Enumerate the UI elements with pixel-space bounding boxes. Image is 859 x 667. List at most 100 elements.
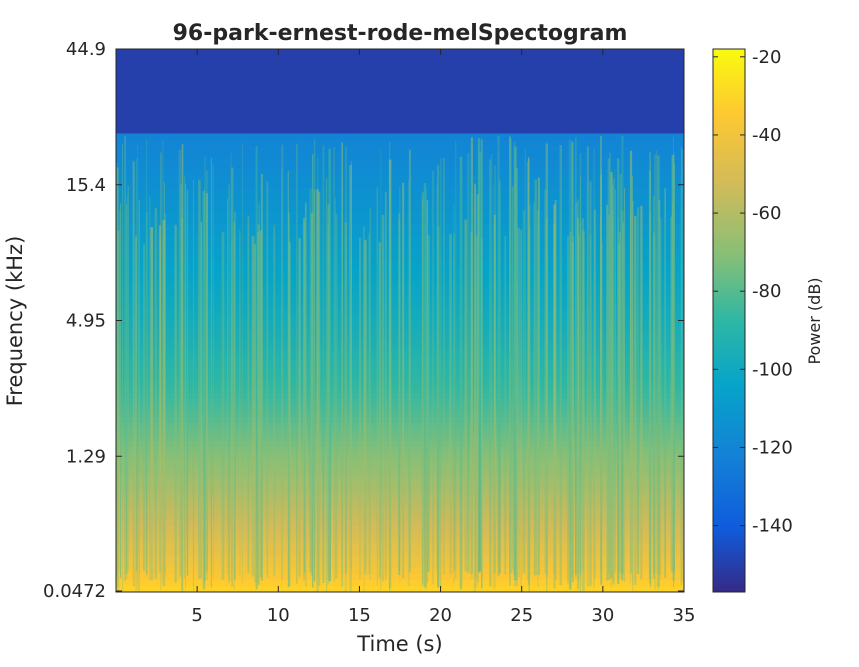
heatmap-streak xyxy=(489,159,491,587)
heatmap-band xyxy=(116,145,684,153)
heatmap-streak xyxy=(178,150,182,578)
heatmap-streak xyxy=(165,214,166,578)
heatmap-streak xyxy=(680,180,682,586)
heatmap-streak xyxy=(180,184,182,576)
heatmap-streak xyxy=(127,185,129,571)
heatmap-streak xyxy=(536,210,539,587)
heatmap-band xyxy=(116,103,684,110)
heatmap-streak xyxy=(610,171,613,578)
heatmap-streak xyxy=(608,214,611,573)
heatmap-streak xyxy=(124,136,127,581)
heatmap-streak xyxy=(317,191,321,587)
heatmap-streak xyxy=(274,223,276,577)
heatmap-band xyxy=(116,169,684,177)
heatmap-streak xyxy=(120,203,122,578)
heatmap-streak xyxy=(421,192,424,584)
heatmap-streak xyxy=(363,226,365,592)
heatmap-band xyxy=(116,157,684,165)
x-tick-label: 5 xyxy=(191,605,202,626)
heatmap-streak xyxy=(600,174,602,571)
heatmap-streak xyxy=(617,217,619,578)
heatmap-band xyxy=(116,55,684,62)
heatmap-streak xyxy=(344,222,348,592)
heatmap-streak xyxy=(660,218,662,579)
heatmap-streak xyxy=(341,211,343,573)
heatmap-band xyxy=(116,133,684,141)
x-tick-label: 35 xyxy=(673,605,696,626)
y-tick-label: 1.29 xyxy=(66,446,106,467)
heatmap-streak xyxy=(145,211,149,577)
heatmap-streak xyxy=(121,144,124,592)
heatmap-streak xyxy=(664,187,666,578)
heatmap-streak xyxy=(579,153,582,592)
heatmap-streak xyxy=(517,227,520,578)
heatmap-streak xyxy=(657,155,660,588)
heatmap-streak xyxy=(381,214,385,581)
heatmap-streak xyxy=(309,188,312,573)
heatmap-streak xyxy=(559,145,562,586)
heatmap-band xyxy=(116,193,684,201)
heatmap-streak xyxy=(528,205,531,577)
heatmap-streak xyxy=(509,138,512,574)
heatmap-streak xyxy=(313,139,316,582)
x-axis-label: Time (s) xyxy=(356,632,442,656)
heatmap-band xyxy=(116,49,684,56)
heatmap-streak xyxy=(116,162,118,577)
heatmap-streak xyxy=(656,150,658,574)
heatmap-streak xyxy=(534,179,537,576)
heatmap-streak xyxy=(436,183,438,573)
heatmap-streak xyxy=(453,203,455,583)
x-tick-label: 30 xyxy=(591,605,614,626)
heatmap-streak xyxy=(181,144,184,592)
heatmap-streak xyxy=(281,144,284,580)
heatmap-streak xyxy=(475,185,477,580)
heatmap-streak xyxy=(266,181,269,578)
heatmap-streak xyxy=(526,161,529,581)
heatmap-streak xyxy=(322,145,325,584)
heatmap-streak xyxy=(571,142,573,577)
heatmap-band xyxy=(116,139,684,147)
heatmap-streak xyxy=(388,159,392,589)
heatmap-band xyxy=(116,79,684,86)
heatmap-band xyxy=(116,199,684,207)
heatmap-streak xyxy=(606,204,609,581)
heatmap-streak xyxy=(345,146,347,574)
heatmap-streak xyxy=(511,186,514,571)
heatmap-streak xyxy=(636,207,640,574)
heatmap-streak xyxy=(632,175,634,585)
heatmap-streak xyxy=(681,149,684,582)
spectrogram-heatmap xyxy=(116,49,684,592)
heatmap-streak xyxy=(443,158,445,575)
heatmap-streak xyxy=(247,216,250,574)
heatmap-streak xyxy=(432,170,434,585)
heatmap-streak xyxy=(241,142,243,584)
heatmap-streak xyxy=(256,231,260,584)
heatmap-streak xyxy=(359,237,361,580)
heatmap-streak xyxy=(162,220,166,586)
heatmap-band xyxy=(116,67,684,74)
heatmap-band xyxy=(116,109,684,116)
heatmap-streak xyxy=(464,219,468,572)
heatmap-streak xyxy=(378,242,382,578)
heatmap-streak xyxy=(174,225,177,583)
heatmap-streak xyxy=(527,157,530,586)
heatmap-streak xyxy=(571,141,574,583)
heatmap-streak xyxy=(142,244,146,571)
heatmap-streak xyxy=(203,187,205,584)
heatmap-streak xyxy=(619,174,622,579)
heatmap-streak xyxy=(350,161,352,572)
heatmap-streak xyxy=(135,236,137,592)
colorbar-tick-label: -80 xyxy=(752,281,781,302)
heatmap-streak xyxy=(328,148,331,582)
heatmap-streak xyxy=(593,148,595,589)
heatmap-streak xyxy=(569,232,572,590)
heatmap-streak xyxy=(364,239,367,571)
heatmap-streak xyxy=(600,136,602,585)
heatmap-band xyxy=(116,127,684,135)
heatmap-streak xyxy=(137,144,138,590)
heatmap-streak xyxy=(257,224,260,586)
heatmap-streak xyxy=(546,217,548,592)
heatmap-streak xyxy=(508,136,511,586)
heatmap-streak xyxy=(254,243,256,583)
heatmap-streak xyxy=(498,180,501,574)
